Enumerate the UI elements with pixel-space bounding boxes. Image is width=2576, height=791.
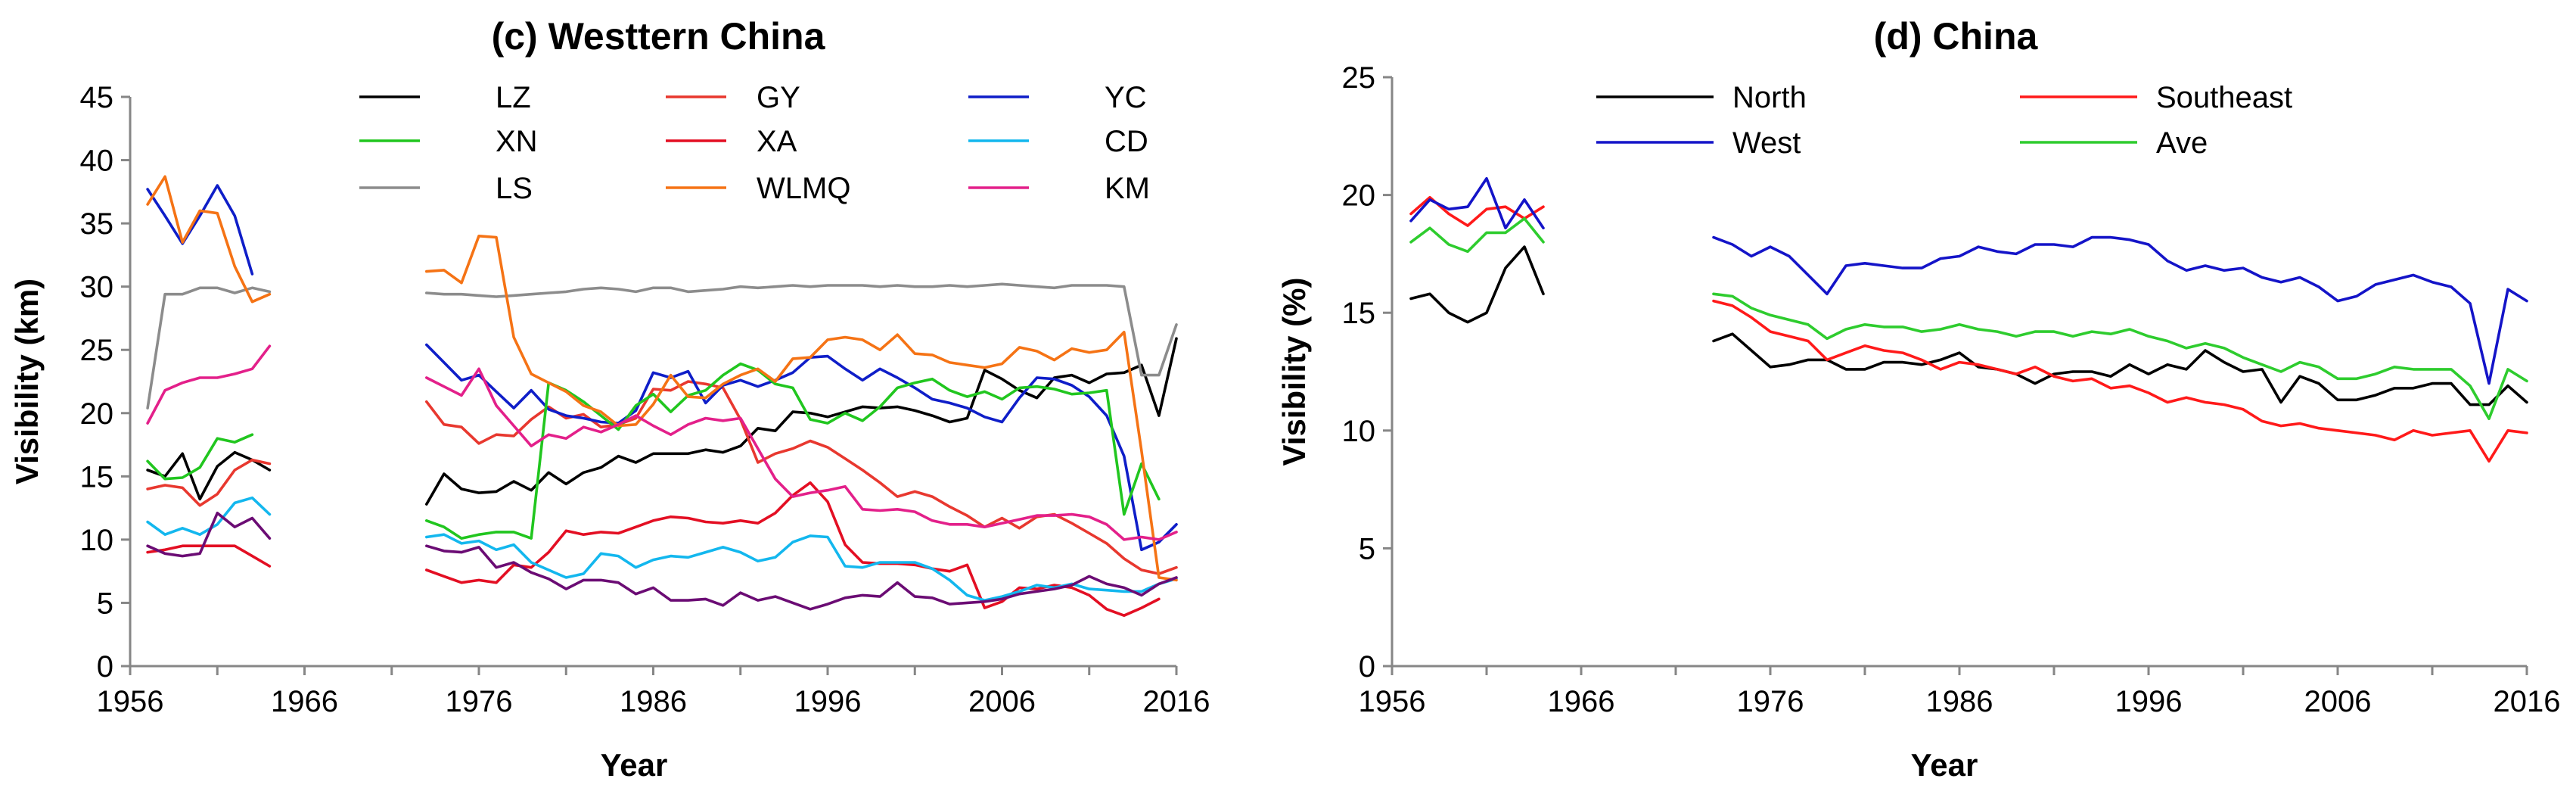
series-line-ls-2 (425, 282, 1178, 377)
x-tick-label: 2006 (2304, 685, 2372, 718)
y-tick-label: 0 (1359, 650, 1375, 684)
panel-western-china: (c) Westtern China 0 5 10 15 20 25 30 35 40 45 1956… (9, 15, 1210, 783)
series-line-xn-2 (425, 362, 1161, 540)
legend-label-southeast: Southeast (2156, 81, 2292, 114)
legend-label-wlmq: WLMQ (757, 172, 850, 205)
series-line-series-9-2 (425, 544, 1178, 611)
y-axis-title: Visibility (%) (1276, 278, 1312, 466)
series-line-lz-1 (146, 450, 272, 501)
x-axis-title: Year (601, 747, 668, 783)
series-line-xn-1 (146, 433, 254, 481)
series-line-lz-2 (425, 337, 1178, 506)
y-tick-label: 5 (97, 587, 113, 620)
x-tick-label: 1966 (1548, 685, 1615, 718)
y-tick-label: 10 (1342, 415, 1376, 448)
y-tick-label: 25 (1342, 61, 1376, 95)
series-line-cd-2 (425, 533, 1178, 602)
legend-label-lz: LZ (496, 81, 531, 114)
series-line-xa-1 (146, 544, 272, 568)
x-tick-label: 1976 (1737, 685, 1804, 718)
series-line-north-1 (1409, 245, 1545, 324)
x-tick-label: 2006 (968, 685, 1036, 718)
y-tick-label: 20 (1342, 179, 1376, 213)
legend-label-ls: LS (496, 172, 533, 205)
legend-label-ave: Ave (2156, 126, 2208, 160)
series-line-wlmq-1 (146, 175, 272, 304)
legend-label-xn: XN (496, 125, 538, 158)
x-tick-label: 1956 (1359, 685, 1426, 718)
x-tick-label: 1996 (2115, 685, 2183, 718)
x-tick-label: 1976 (446, 685, 513, 718)
y-tick-label: 0 (97, 650, 113, 684)
legend-label-yc: YC (1105, 81, 1147, 114)
y-tick-label: 10 (80, 524, 114, 557)
series-line-west-1 (1409, 177, 1545, 229)
chart-title: (c) Westtern China (492, 15, 826, 58)
series-line-gy-1 (146, 458, 272, 507)
series-line-west-2 (1712, 235, 2528, 385)
y-axis-title: Visibility (km) (9, 279, 45, 484)
legend-label-gy: GY (757, 81, 800, 114)
legend-label-north: North (1732, 81, 1807, 114)
y-tick-label: 20 (80, 397, 114, 431)
panel-china: (d) China 0 5 10 15 20 25 1956 1966 1976 1986 1996 2… (1276, 15, 2560, 783)
series-line-ave-1 (1409, 216, 1545, 254)
y-tick-label: 5 (1359, 532, 1375, 565)
series-line-series-9-1 (146, 512, 272, 558)
y-tick-label: 40 (80, 145, 114, 178)
y-tick-label: 30 (80, 271, 114, 304)
series-line-km-1 (146, 344, 272, 425)
y-tick-label: 35 (80, 207, 114, 241)
y-tick-label: 15 (80, 460, 114, 494)
series-line-north-2 (1712, 332, 2528, 406)
x-tick-label: 1956 (97, 685, 164, 718)
series-line-wlmq-2 (425, 235, 1178, 582)
chart-title: (d) China (1874, 15, 2039, 58)
x-tick-label: 1966 (271, 685, 338, 718)
series-line-ave-2 (1712, 292, 2528, 420)
y-tick-label: 25 (80, 334, 114, 367)
x-tick-label: 1986 (620, 685, 687, 718)
legend-label-xa: XA (757, 125, 797, 158)
series-line-cd-1 (146, 496, 272, 536)
legend-label-cd: CD (1105, 125, 1148, 158)
x-tick-label: 2016 (1143, 685, 1210, 718)
series-line-ls-1 (146, 286, 272, 410)
series-line-yc-2 (425, 343, 1178, 552)
series-line-km-2 (425, 367, 1178, 541)
x-tick-label: 1986 (1926, 685, 1993, 718)
x-axis-title: Year (1911, 747, 1978, 783)
legend-label-west: West (1732, 126, 1801, 160)
x-tick-label: 1996 (794, 685, 862, 718)
legend-label-km: KM (1105, 172, 1150, 205)
y-tick-label: 15 (1342, 297, 1376, 330)
y-tick-label: 45 (80, 81, 114, 114)
x-tick-label: 2016 (2494, 685, 2561, 718)
series-line-yc-1 (146, 184, 254, 276)
series-line-southeast-2 (1712, 299, 2528, 463)
